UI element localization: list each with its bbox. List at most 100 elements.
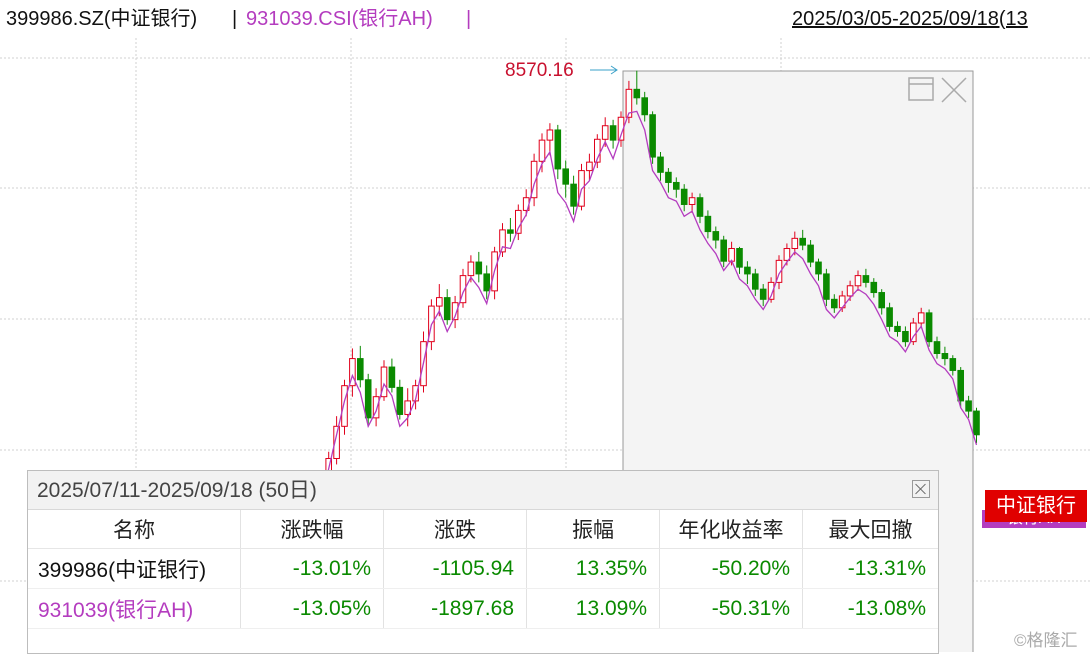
candle [696,197,704,217]
col-change: 涨跌 [383,510,527,549]
close-icon[interactable] [912,480,930,498]
candle [941,353,949,360]
series-line-bank-ah [304,110,978,537]
col-pct: 涨跌幅 [240,510,384,549]
candle [759,288,767,300]
candle [894,325,901,332]
row-annualized: -50.31% [659,588,803,629]
candle [594,138,601,163]
candle [933,341,941,355]
candle [515,209,522,234]
candle [704,215,712,233]
separator: | [466,8,472,30]
candle [609,125,617,141]
candle [791,237,799,250]
candle [467,261,475,277]
row-amplitude: 13.35% [526,548,660,589]
row-pct: -13.01% [240,548,384,589]
candle [388,366,396,388]
candle [878,292,886,309]
candle [554,129,562,170]
candle [633,88,641,99]
row-amplitude: 13.09% [526,588,660,629]
candle [657,156,664,173]
candle [333,425,340,459]
candle [412,385,419,402]
candle [949,358,957,371]
candle [767,281,775,300]
candle [688,197,696,205]
candle [680,188,688,205]
candle [507,229,514,234]
peak-value-label: 8570.16 [505,60,574,81]
row-max-drawdown: -13.31% [802,548,938,589]
candle [357,358,364,381]
candle [380,366,388,398]
primary-code[interactable]: 399986.SZ(中证银行) [6,8,198,30]
peak-marker [590,65,618,75]
table-row[interactable]: 399986(中证银行) -13.01% -1105.94 13.35% -50… [28,548,938,589]
col-annualized: 年化收益率 [659,510,803,549]
candle [831,298,838,309]
close-icon[interactable] [941,77,967,103]
candle [870,281,878,294]
table-row[interactable]: 931039(银行AH) -13.05% -1897.68 13.09% -50… [28,588,938,629]
candle [775,259,783,283]
candle [372,396,380,419]
candle [744,266,751,275]
watermark: ©格隆汇 [1014,631,1078,650]
candle [570,183,577,207]
col-max-drawdown: 最大回撤 [802,510,938,549]
candle [957,369,965,402]
candle [475,261,483,275]
candle [673,181,680,190]
candle [546,129,554,141]
candle [815,261,822,275]
chart-header: 399986.SZ(中证银行) | 931039.CSI(银行AH) | 202… [0,0,1092,38]
stats-header: 2025/07/11-2025/09/18 (50日) [28,471,938,510]
legend-bank-index: 中证银行 [985,490,1087,522]
candle [886,307,893,327]
candle [451,302,459,321]
candle [752,273,759,290]
candle [720,239,728,262]
candle [625,88,633,118]
candle [925,312,933,343]
row-change: -1105.94 [383,548,527,589]
row-annualized: -50.20% [659,548,803,589]
candle [364,379,372,419]
candle [396,386,404,415]
candle [601,125,609,140]
candle [783,248,791,261]
candle [562,168,570,185]
candle [862,275,870,283]
candle [530,160,538,199]
candle [902,330,909,343]
candle [459,275,467,304]
row-pct: -13.05% [240,588,384,629]
candle [641,97,649,116]
candle [649,114,656,158]
candle [854,275,862,287]
row-max-drawdown: -13.08% [802,588,938,629]
candle [349,358,356,387]
candle [799,237,807,246]
candle [665,171,672,183]
candle [443,297,451,321]
candle [973,410,980,436]
window-controls [908,77,967,103]
compare-code[interactable]: 931039.CSI(银行AH) [246,8,433,30]
candle [917,312,925,324]
candle [586,161,593,172]
row-change: -1897.68 [383,588,527,629]
date-range-link[interactable]: 2025/03/05-2025/09/18(13 [792,8,1028,30]
candle [823,273,830,300]
candle [436,297,443,307]
candle [712,231,720,241]
candle [499,229,506,253]
stats-table: 名称 涨跌幅 涨跌 振幅 年化收益率 最大回撤 399986(中证银行) -13… [28,510,938,629]
maximize-icon[interactable] [908,77,934,101]
candles-layer [301,70,980,558]
candle [341,385,348,427]
row-name: 399986(中证银行) [28,548,241,589]
